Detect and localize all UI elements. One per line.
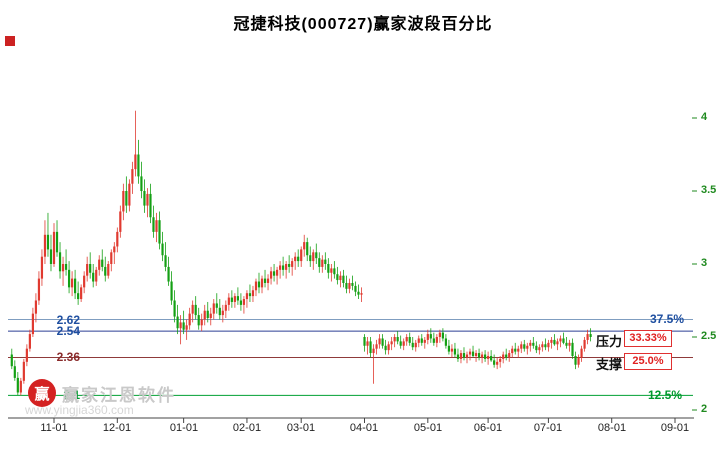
- x-axis-label: 07-01: [533, 422, 563, 434]
- resistance-value-box: 33.33%: [624, 330, 672, 347]
- y-axis-label: 2: [701, 403, 708, 415]
- level-price-label: 2.1: [63, 388, 80, 402]
- x-axis-label: 03-01: [286, 422, 316, 434]
- y-axis-label: 3.5: [701, 184, 717, 196]
- x-axis-label: 09-01: [660, 422, 690, 434]
- watermark-logo-icon: 赢: [28, 379, 56, 407]
- level-price-label: 2.62: [56, 313, 80, 327]
- watermark: 赢 赢家江恩软件: [28, 379, 176, 407]
- x-axis-label: 05-01: [413, 422, 443, 434]
- y-axis-label: 4: [701, 111, 708, 123]
- page-title: 冠捷科技(000727)赢家波段百分比: [233, 16, 493, 33]
- level-price-label: 2.54: [56, 324, 80, 338]
- level-percent-label: 37.5%: [650, 312, 685, 326]
- y-axis-label: 2.5: [701, 330, 717, 342]
- watermark-text: 赢家江恩软件: [62, 385, 176, 405]
- x-axis-label: 01-01: [169, 422, 199, 434]
- watermark-logo-char: 赢: [34, 385, 50, 403]
- level-percent-label: 12.5%: [648, 388, 683, 402]
- corner-marker: [5, 36, 15, 46]
- level-price-label: 2.36: [56, 350, 80, 364]
- y-axis-label: 3: [701, 257, 708, 269]
- x-axis-label: 02-01: [232, 422, 262, 434]
- x-axis-label: 04-01: [349, 422, 379, 434]
- support-label: 支撑: [596, 357, 623, 372]
- x-axis-label: 06-01: [473, 422, 503, 434]
- support-value-box: 25.0%: [624, 353, 672, 370]
- x-axis-label: 11-01: [40, 422, 68, 434]
- x-axis-label: 08-01: [597, 422, 627, 434]
- watermark-url: www.yingjia360.com: [25, 403, 134, 417]
- x-axis-label: 12-01: [102, 422, 132, 434]
- resistance-label: 压力: [596, 334, 623, 349]
